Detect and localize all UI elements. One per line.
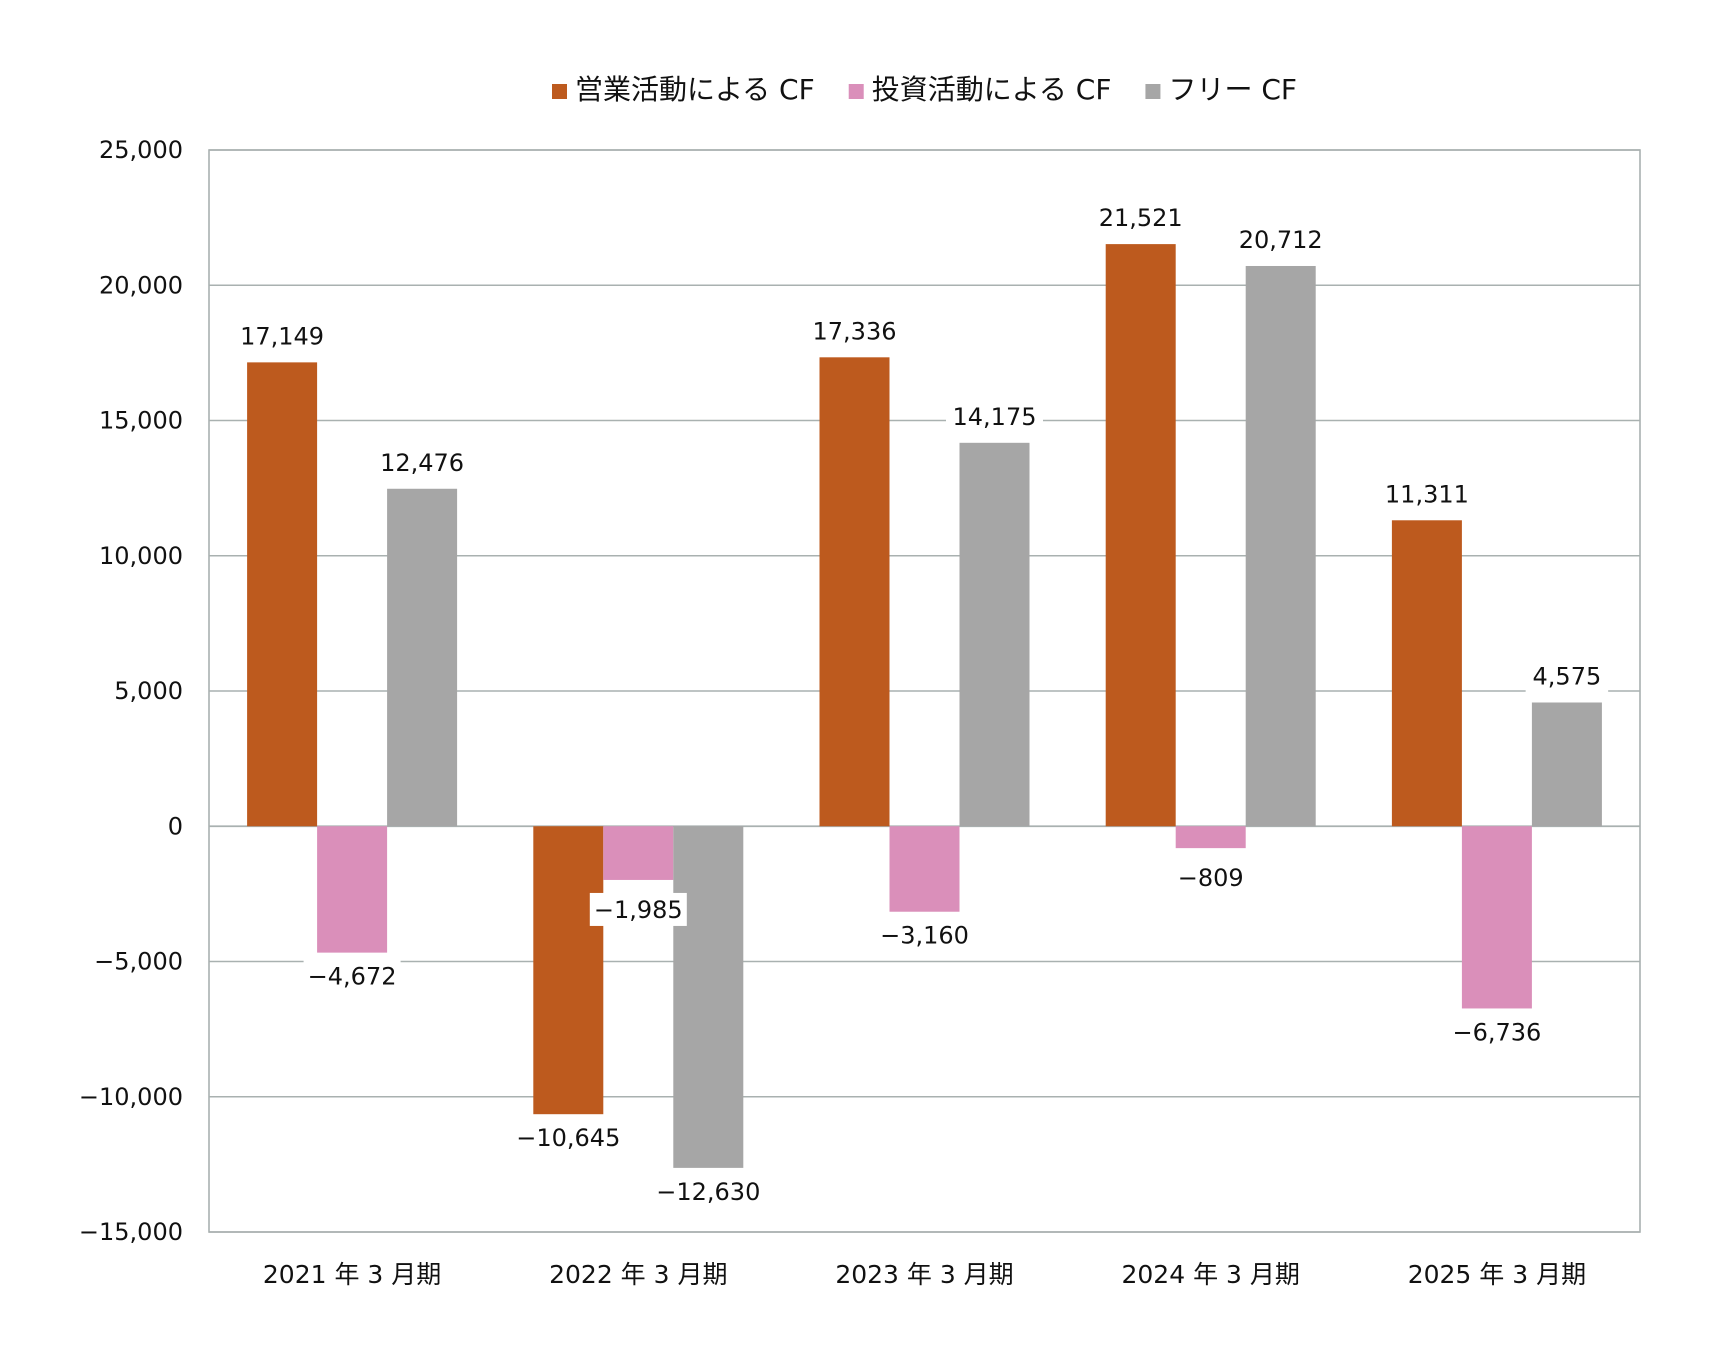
bar [819, 357, 890, 827]
data-label-background [1176, 861, 1245, 895]
bar [889, 826, 960, 912]
data-label: −6,736 [1452, 1018, 1541, 1046]
data-label-background [806, 314, 903, 348]
y-tick-label: −10,000 [79, 1083, 183, 1111]
data-label-background [233, 319, 331, 353]
legend-item: 投資活動による CF [848, 73, 1112, 106]
y-tick-label: 5,000 [114, 677, 183, 705]
data-label-background [1378, 477, 1476, 511]
data-label: 12,476 [380, 449, 464, 477]
y-tick-label: 20,000 [99, 271, 183, 299]
bar [673, 826, 744, 1168]
bar [247, 362, 318, 827]
data-label-background [652, 1174, 765, 1208]
data-label: 14,175 [953, 403, 1037, 431]
x-axis: 2021 年 3 月期 2022 年 3 月期 2023 年 3 月期 2024 年 … [263, 1260, 1586, 1289]
data-label: −809 [1178, 864, 1244, 892]
legend-swatch [848, 84, 864, 99]
bar [1461, 826, 1532, 1009]
bar [603, 826, 674, 880]
data-label-background [512, 1121, 625, 1155]
y-axis: 25,000 20,000 15,000 10,000 5,000 0 −5,000 −10,… [79, 136, 183, 1246]
data-label-background [303, 959, 401, 993]
data-label: 11,311 [1385, 480, 1469, 508]
data-labels: 17,149 −4,672 12,476 −10,645 −1,985 −12,630 17… [233, 201, 1609, 1208]
x-tick-label: 2024 年 3 月期 [1122, 1260, 1300, 1289]
data-label: 4,575 [1533, 662, 1602, 690]
y-tick-label: −15,000 [79, 1218, 183, 1246]
bar [1531, 702, 1602, 827]
legend-item: フリー CF [1145, 73, 1297, 106]
data-label-background [373, 445, 471, 479]
y-tick-label: 25,000 [99, 136, 183, 164]
data-label: 20,712 [1239, 226, 1323, 254]
bar [1105, 244, 1176, 827]
data-label: 21,521 [1099, 204, 1183, 232]
legend-label: 投資活動による CF [872, 73, 1112, 106]
x-tick-label: 2022 年 3 月期 [549, 1260, 727, 1289]
bar [1391, 520, 1462, 827]
legend: 営業活動による CF 投資活動による CF フリー CF [552, 73, 1297, 106]
bar [387, 488, 458, 827]
legend-swatch [1145, 84, 1161, 99]
bar [1175, 826, 1246, 849]
data-label: 17,336 [813, 317, 897, 345]
legend-label: フリー CF [1168, 73, 1297, 106]
bar [533, 826, 604, 1115]
legend-swatch [552, 84, 567, 99]
data-label-background [1232, 222, 1330, 256]
data-label: 17,149 [240, 322, 324, 350]
bar [317, 826, 388, 953]
bars [247, 244, 1602, 1168]
legend-item: 営業活動による CF [552, 73, 815, 106]
data-label-background [946, 399, 1043, 433]
bar [1245, 265, 1316, 827]
data-label-background [1448, 1015, 1546, 1049]
data-label-background [876, 918, 973, 952]
x-tick-label: 2025 年 3 月期 [1408, 1260, 1586, 1289]
data-label: −1,985 [594, 896, 683, 924]
data-label-background [589, 892, 687, 926]
plot-frame [208, 149, 1641, 1233]
y-tick-label: −5,000 [94, 948, 183, 976]
legend-label: 営業活動による CF [575, 73, 815, 106]
x-tick-label: 2023 年 3 月期 [835, 1260, 1013, 1289]
data-label: −3,160 [880, 922, 969, 950]
data-label: −12,630 [656, 1178, 760, 1206]
y-tick-label: 10,000 [99, 542, 183, 570]
data-label: −10,645 [516, 1124, 620, 1152]
bar [959, 442, 1030, 827]
data-label-background [1092, 201, 1190, 235]
data-label: −4,672 [308, 963, 397, 991]
y-tick-label: 0 [168, 812, 183, 840]
x-tick-label: 2021 年 3 月期 [263, 1260, 441, 1289]
data-label-background [1525, 659, 1609, 693]
y-tick-label: 15,000 [99, 407, 183, 435]
